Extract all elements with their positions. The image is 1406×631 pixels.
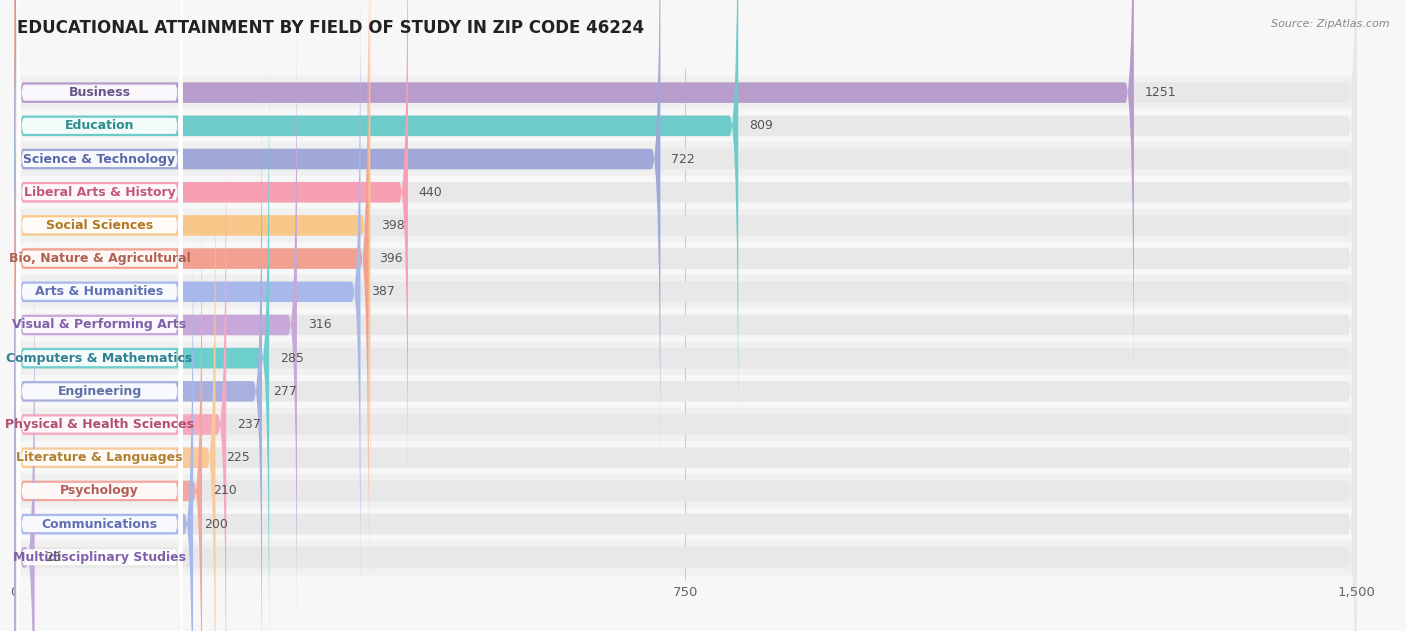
FancyBboxPatch shape bbox=[14, 3, 1357, 631]
Text: 396: 396 bbox=[380, 252, 404, 265]
FancyBboxPatch shape bbox=[17, 267, 183, 631]
Text: 277: 277 bbox=[273, 385, 297, 398]
Text: Physical & Health Sciences: Physical & Health Sciences bbox=[6, 418, 194, 431]
FancyBboxPatch shape bbox=[14, 136, 215, 631]
Text: Social Sciences: Social Sciences bbox=[46, 219, 153, 232]
FancyBboxPatch shape bbox=[17, 1, 183, 516]
FancyBboxPatch shape bbox=[14, 0, 1357, 613]
Bar bbox=[14, 209, 1357, 242]
FancyBboxPatch shape bbox=[14, 0, 368, 580]
Bar bbox=[14, 76, 1357, 109]
FancyBboxPatch shape bbox=[14, 169, 1357, 631]
FancyBboxPatch shape bbox=[14, 0, 370, 547]
Text: 809: 809 bbox=[749, 119, 773, 133]
Text: 722: 722 bbox=[671, 153, 695, 165]
Text: 1251: 1251 bbox=[1144, 86, 1177, 99]
FancyBboxPatch shape bbox=[14, 103, 1357, 631]
FancyBboxPatch shape bbox=[14, 103, 226, 631]
Text: 387: 387 bbox=[371, 285, 395, 298]
FancyBboxPatch shape bbox=[17, 0, 183, 383]
Bar bbox=[14, 109, 1357, 143]
Bar bbox=[14, 441, 1357, 475]
FancyBboxPatch shape bbox=[17, 101, 183, 616]
Text: Arts & Humanities: Arts & Humanities bbox=[35, 285, 163, 298]
Bar bbox=[14, 375, 1357, 408]
FancyBboxPatch shape bbox=[14, 70, 1357, 631]
FancyBboxPatch shape bbox=[17, 68, 183, 582]
FancyBboxPatch shape bbox=[14, 70, 262, 631]
Text: Bio, Nature & Agricultural: Bio, Nature & Agricultural bbox=[8, 252, 190, 265]
Text: 237: 237 bbox=[238, 418, 260, 431]
FancyBboxPatch shape bbox=[14, 0, 661, 481]
Bar bbox=[14, 507, 1357, 541]
Text: Source: ZipAtlas.com: Source: ZipAtlas.com bbox=[1271, 19, 1389, 29]
Text: 200: 200 bbox=[204, 517, 228, 531]
FancyBboxPatch shape bbox=[17, 300, 183, 631]
FancyBboxPatch shape bbox=[14, 0, 1133, 414]
FancyBboxPatch shape bbox=[14, 236, 1357, 631]
FancyBboxPatch shape bbox=[17, 0, 183, 416]
FancyBboxPatch shape bbox=[17, 0, 183, 350]
FancyBboxPatch shape bbox=[14, 0, 1357, 447]
FancyBboxPatch shape bbox=[14, 0, 738, 447]
Bar bbox=[14, 475, 1357, 507]
Text: 316: 316 bbox=[308, 319, 332, 331]
FancyBboxPatch shape bbox=[14, 37, 1357, 631]
Text: Computers & Mathematics: Computers & Mathematics bbox=[7, 351, 193, 365]
Text: Visual & Performing Arts: Visual & Performing Arts bbox=[13, 319, 187, 331]
FancyBboxPatch shape bbox=[17, 134, 183, 631]
Bar bbox=[14, 275, 1357, 309]
Bar bbox=[14, 242, 1357, 275]
Bar bbox=[14, 408, 1357, 441]
FancyBboxPatch shape bbox=[14, 203, 1357, 631]
FancyBboxPatch shape bbox=[14, 0, 1357, 547]
Text: 210: 210 bbox=[212, 485, 236, 497]
FancyBboxPatch shape bbox=[17, 233, 183, 631]
Text: 440: 440 bbox=[419, 186, 443, 199]
Text: Psychology: Psychology bbox=[60, 485, 139, 497]
Text: Engineering: Engineering bbox=[58, 385, 142, 398]
Text: 285: 285 bbox=[280, 351, 304, 365]
Text: Science & Technology: Science & Technology bbox=[24, 153, 176, 165]
Text: Education: Education bbox=[65, 119, 135, 133]
FancyBboxPatch shape bbox=[14, 37, 269, 631]
Text: Business: Business bbox=[69, 86, 131, 99]
Text: Communications: Communications bbox=[42, 517, 157, 531]
FancyBboxPatch shape bbox=[14, 0, 360, 613]
FancyBboxPatch shape bbox=[14, 0, 1357, 580]
FancyBboxPatch shape bbox=[17, 34, 183, 549]
FancyBboxPatch shape bbox=[14, 3, 297, 631]
Bar bbox=[14, 175, 1357, 209]
Bar bbox=[14, 309, 1357, 341]
Text: Literature & Languages: Literature & Languages bbox=[17, 451, 183, 464]
FancyBboxPatch shape bbox=[14, 136, 1357, 631]
FancyBboxPatch shape bbox=[14, 203, 193, 631]
FancyBboxPatch shape bbox=[17, 0, 183, 483]
FancyBboxPatch shape bbox=[14, 0, 1357, 514]
FancyBboxPatch shape bbox=[17, 200, 183, 631]
FancyBboxPatch shape bbox=[14, 236, 35, 631]
FancyBboxPatch shape bbox=[14, 0, 1357, 481]
Text: 225: 225 bbox=[226, 451, 250, 464]
Text: Multidisciplinary Studies: Multidisciplinary Studies bbox=[13, 551, 186, 563]
Bar bbox=[14, 541, 1357, 574]
FancyBboxPatch shape bbox=[17, 167, 183, 631]
Bar bbox=[14, 143, 1357, 175]
FancyBboxPatch shape bbox=[17, 0, 183, 450]
Text: EDUCATIONAL ATTAINMENT BY FIELD OF STUDY IN ZIP CODE 46224: EDUCATIONAL ATTAINMENT BY FIELD OF STUDY… bbox=[17, 19, 644, 37]
Bar bbox=[14, 341, 1357, 375]
Text: 398: 398 bbox=[381, 219, 405, 232]
FancyBboxPatch shape bbox=[14, 169, 202, 631]
FancyBboxPatch shape bbox=[14, 0, 1357, 414]
FancyBboxPatch shape bbox=[14, 0, 408, 514]
Text: Liberal Arts & History: Liberal Arts & History bbox=[24, 186, 176, 199]
Text: 23: 23 bbox=[45, 551, 60, 563]
